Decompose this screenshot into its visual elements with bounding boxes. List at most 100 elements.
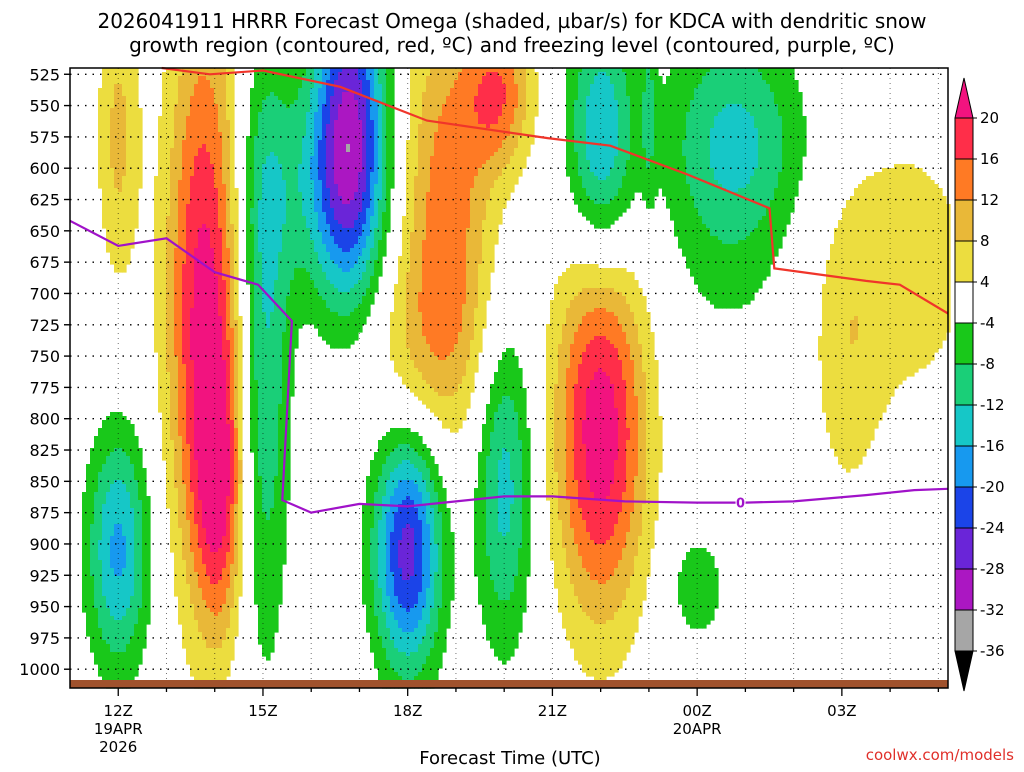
omega-cell <box>118 192 123 273</box>
omega-cell <box>606 176 611 205</box>
omega-cell <box>746 184 751 237</box>
omega-cell <box>282 180 287 225</box>
omega-cell <box>726 244 731 309</box>
omega-cell <box>226 248 231 341</box>
omega-cell <box>910 164 915 377</box>
omega-cell <box>194 68 199 85</box>
omega-cell <box>378 240 383 277</box>
omega-cell <box>366 476 371 633</box>
omega-cell <box>506 348 511 397</box>
omega-cell <box>234 188 239 321</box>
omega-cell <box>202 564 207 601</box>
omega-cell <box>210 648 215 689</box>
omega-cell <box>118 620 123 653</box>
omega-cell <box>618 512 623 561</box>
omega-cell <box>354 192 359 221</box>
omega-cell <box>426 192 431 345</box>
omega-cell <box>498 404 503 461</box>
omega-cell <box>230 420 235 505</box>
omega-cell <box>346 144 351 153</box>
omega-cell <box>210 552 215 585</box>
omega-cell <box>326 280 331 309</box>
omega-cell <box>114 448 119 481</box>
omega-cell <box>322 68 327 105</box>
omega-cell <box>490 156 495 189</box>
omega-cell <box>318 180 323 233</box>
omega-cell <box>338 224 343 249</box>
omega-cell <box>210 584 215 613</box>
omega-cell <box>502 68 507 85</box>
omega-cell <box>598 308 603 337</box>
omega-cell <box>738 104 743 189</box>
omega-cell <box>382 496 387 613</box>
omega-cell <box>118 524 123 577</box>
omega-cell <box>266 156 271 329</box>
omega-cell <box>434 572 439 633</box>
omega-cell <box>738 188 743 241</box>
omega-cell <box>526 428 531 577</box>
omega-cell <box>130 68 135 249</box>
omega-cell <box>98 628 103 677</box>
omega-cell <box>182 140 187 265</box>
omega-cell <box>382 436 387 465</box>
omega-cell <box>342 204 347 229</box>
omega-cell <box>770 68 775 93</box>
omega-cell <box>626 272 631 305</box>
omega-cell <box>482 164 487 221</box>
omega-cell <box>482 424 487 625</box>
omega-cell <box>390 532 395 573</box>
x-tick-year: 2026 <box>99 738 137 756</box>
omega-cell <box>602 308 607 337</box>
omega-cell <box>214 188 219 277</box>
omega-cell <box>102 640 107 685</box>
omega-cell <box>390 68 395 189</box>
omega-cell <box>486 72 491 129</box>
omega-cell <box>586 480 591 533</box>
omega-cell <box>398 256 403 377</box>
omega-cell <box>206 648 211 689</box>
omega-cell <box>510 592 515 657</box>
omega-cell <box>358 212 363 237</box>
omega-cell <box>422 636 427 665</box>
omega-cell <box>302 216 307 269</box>
omega-cell <box>578 72 583 177</box>
omega-cell <box>562 324 567 549</box>
omega-cell <box>486 68 491 73</box>
omega-cell <box>598 624 603 681</box>
omega-cell <box>494 372 499 413</box>
omega-cell <box>714 68 719 117</box>
omega-cell <box>398 504 403 541</box>
omega-cell <box>218 316 223 549</box>
y-tick-label: 550 <box>29 97 60 116</box>
omega-cell <box>622 268 627 297</box>
omega-cell <box>186 520 191 585</box>
y-tick-label: 850 <box>29 472 60 491</box>
omega-cell <box>586 388 591 481</box>
omega-cell <box>430 156 435 353</box>
omega-cell <box>766 84 771 209</box>
omega-cell <box>190 604 195 677</box>
omega-cell <box>494 72 499 125</box>
omega-cell <box>422 444 427 461</box>
omega-cell <box>174 356 179 489</box>
omega-cell <box>522 120 527 169</box>
omega-cell <box>318 264 323 297</box>
omega-cell <box>374 452 379 493</box>
x-tick-label: 00Z <box>682 702 711 720</box>
omega-cell <box>518 440 523 549</box>
omega-cell <box>114 412 119 449</box>
omega-cell <box>182 68 187 141</box>
omega-cell <box>126 608 131 645</box>
omega-cell <box>106 492 111 609</box>
colorbar-top-arrow <box>954 77 974 119</box>
omega-cell <box>734 68 739 105</box>
omega-cell <box>210 88 215 165</box>
omega-cell <box>342 292 347 317</box>
omega-cell <box>414 484 419 509</box>
credit-link[interactable]: coolwx.com/models <box>866 746 1014 764</box>
omega-cell <box>234 504 239 577</box>
omega-cell <box>322 272 327 301</box>
omega-cell <box>502 396 507 449</box>
omega-cell <box>594 76 599 177</box>
omega-cell <box>438 476 443 513</box>
